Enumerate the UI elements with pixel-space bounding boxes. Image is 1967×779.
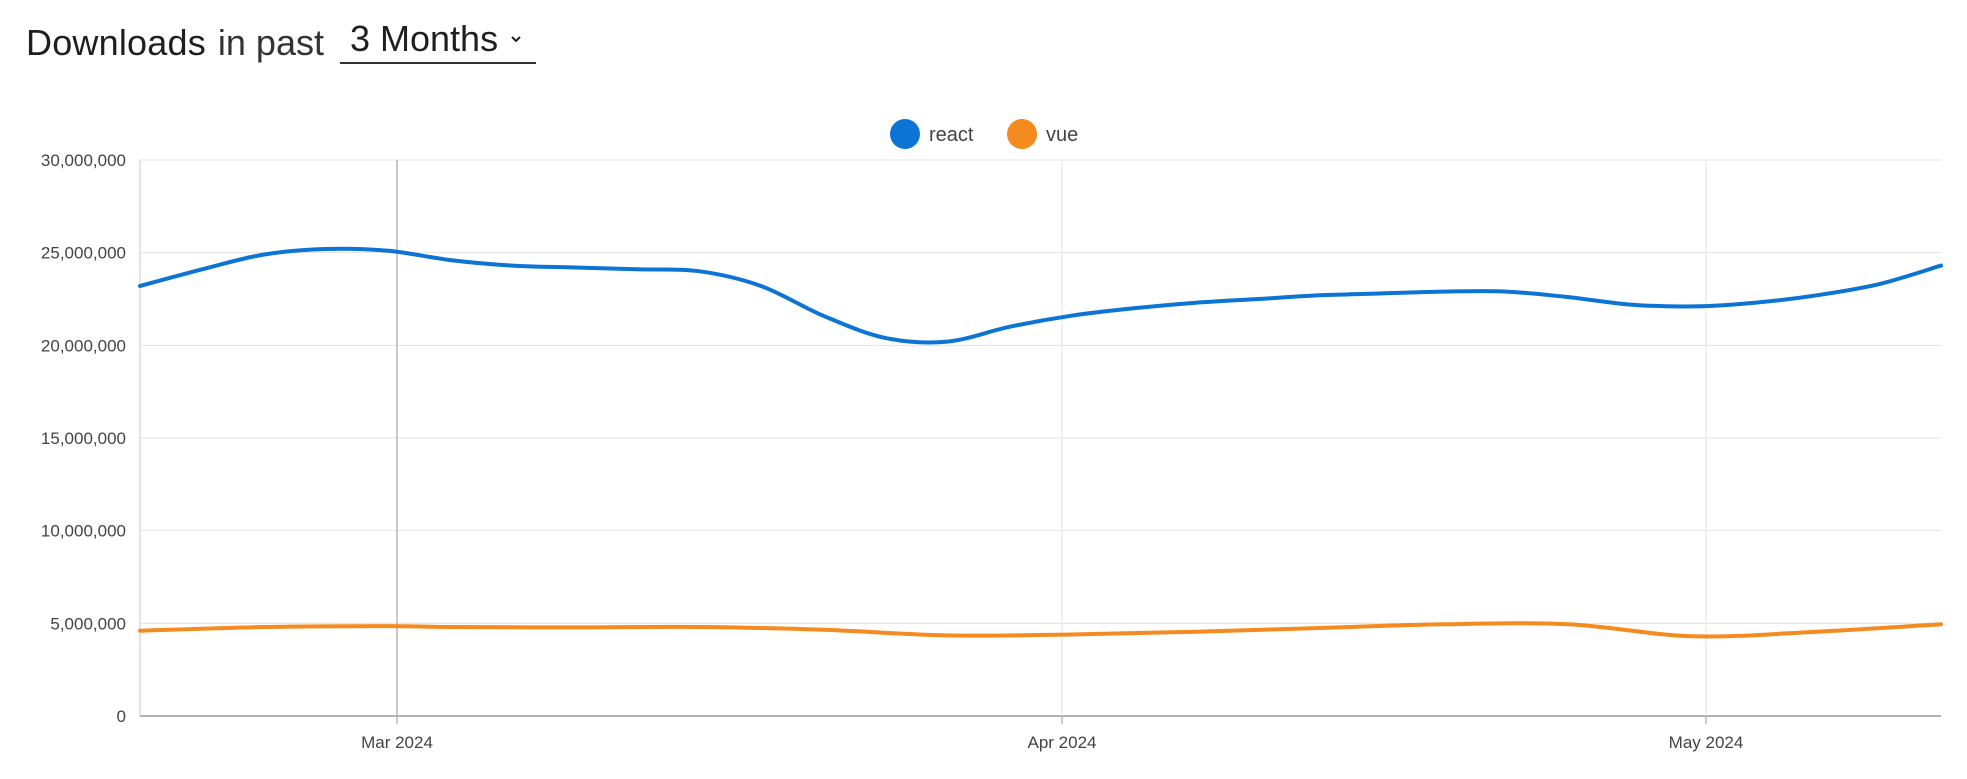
legend-item-vue[interactable]: vue: [1007, 119, 1078, 149]
legend-item-react[interactable]: react: [890, 119, 974, 149]
legend-label: vue: [1046, 124, 1078, 146]
time-range-dropdown[interactable]: 3 Months: [339, 18, 537, 64]
y-tick-label: 10,000,000: [41, 522, 126, 541]
chart-grid: [139, 159, 1941, 724]
legend-swatch: [1007, 119, 1037, 149]
series-line-vue: [138, 621, 1943, 639]
y-tick-label: 30,000,000: [41, 151, 126, 170]
y-tick-label: 25,000,000: [41, 244, 126, 263]
downloads-header: Downloads in past 3 Months: [26, 8, 537, 64]
time-range-value: 3 Months: [349, 18, 499, 59]
y-axis: 0 5,000,000 10,000,000 15,000,000 20,000,000…: [41, 151, 126, 726]
header-suffix: in past: [217, 22, 324, 63]
chart-legend[interactable]: react vue: [890, 119, 1078, 149]
y-tick-label: 0: [117, 707, 126, 726]
chart-series: [138, 246, 1943, 639]
legend-swatch: [890, 119, 920, 149]
header-title: Downloads: [26, 22, 206, 63]
x-tick-label: Mar 2024: [361, 733, 433, 752]
x-tick-label: Apr 2024: [1028, 733, 1097, 752]
chevron-down-icon: [508, 31, 524, 47]
series-line-react: [138, 246, 1943, 345]
y-tick-label: 20,000,000: [41, 336, 126, 355]
y-tick-label: 15,000,000: [41, 429, 126, 448]
x-tick-label: May 2024: [1669, 733, 1744, 752]
legend-label: react: [929, 124, 974, 146]
x-axis: Mar 2024 Apr 2024 May 2024: [361, 733, 1743, 752]
y-tick-label: 5,000,000: [50, 614, 126, 633]
